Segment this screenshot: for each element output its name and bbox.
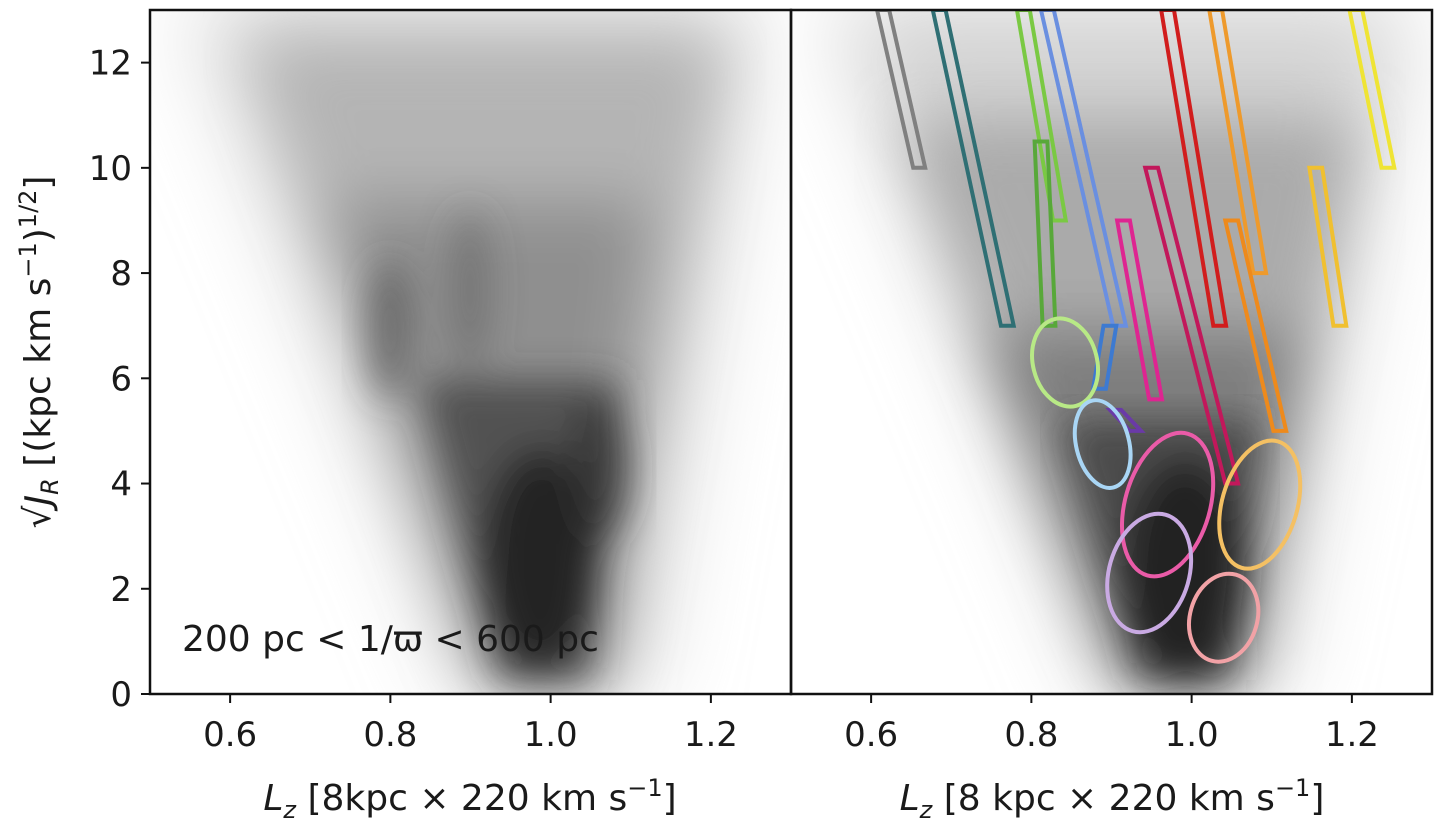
x-tick-label: 1.2 [1325,715,1379,755]
left-y-ticks: 0 2 4 6 8 10 12 [89,44,150,715]
left-panel: 0.6 0.8 1.0 1.2 0 2 4 6 8 10 12 200 pc < 1/ϖ < 60… [14,8,793,824]
selection-box [1159,10,1229,328]
selection-ellipse [1217,438,1303,571]
selection-box [1207,10,1269,276]
selection-ellipse [1105,511,1194,635]
selection-box [1032,139,1058,328]
y-tick-label: 4 [110,465,132,505]
selection-box [930,10,1017,328]
right-selection-boxes [875,10,1397,486]
x-tick-label: 1.0 [524,715,578,755]
y-tick-label: 10 [89,149,132,189]
left-density [194,10,759,694]
right-x-ticks: 0.6 0.8 1.0 1.2 [844,694,1379,755]
selection-box [1347,10,1397,170]
right-selection-ellipses [1030,316,1303,664]
selection-ellipse [1030,316,1100,409]
left-annotation: 200 pc < 1/ϖ < 600 pc [182,619,599,660]
right-x-axis-label: Lz [8 kpc × 220 km s−1] [900,774,1325,824]
y-axis-label: √JR [(kpc km s−1)1/2] [14,176,64,529]
x-tick-label: 0.6 [844,715,898,755]
left-x-ticks: 0.6 0.8 1.0 1.2 [203,694,738,755]
right-panel: 0.6 0.8 1.0 1.2 Lz [8 kpc × 220 km s−1] [789,8,1434,824]
left-x-axis-label: Lz [8kpc × 220 km s−1] [263,774,676,824]
y-tick-label: 8 [110,254,132,294]
selection-box [1222,218,1289,433]
selection-box [1014,10,1069,223]
right-density [834,10,1408,694]
selection-box [1307,165,1349,328]
selection-ellipse [1119,430,1216,579]
y-tick-label: 6 [110,359,132,399]
selection-box [1038,10,1129,328]
y-tick-label: 0 [110,675,132,715]
selection-box [875,10,928,170]
x-tick-label: 1.0 [1165,715,1219,755]
y-tick-label: 2 [110,570,132,610]
selection-box [1142,165,1241,486]
selection-ellipse [1187,571,1261,664]
selection-box [1114,218,1165,402]
y-tick-label: 12 [89,44,132,84]
x-tick-label: 0.8 [363,715,417,755]
x-tick-label: 1.2 [684,715,738,755]
right-plot-frame [789,8,1434,696]
x-tick-label: 0.6 [203,715,257,755]
x-tick-label: 0.8 [1004,715,1058,755]
selection-ellipse [1072,398,1133,490]
